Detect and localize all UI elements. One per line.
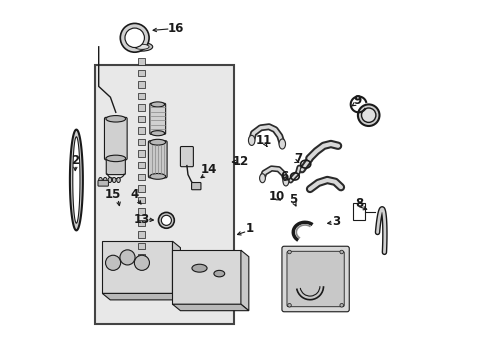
Ellipse shape — [106, 116, 125, 122]
Bar — [138, 104, 145, 111]
Ellipse shape — [161, 215, 171, 225]
FancyBboxPatch shape — [282, 246, 348, 312]
Text: 6: 6 — [280, 170, 287, 183]
FancyBboxPatch shape — [98, 180, 108, 186]
Ellipse shape — [99, 177, 102, 183]
Bar — [138, 231, 145, 238]
Bar — [138, 150, 145, 157]
Ellipse shape — [134, 255, 149, 270]
Text: 16: 16 — [167, 22, 184, 35]
Bar — [138, 197, 145, 203]
Ellipse shape — [248, 135, 254, 145]
Bar — [138, 70, 145, 76]
Ellipse shape — [103, 177, 107, 183]
Text: 1: 1 — [245, 222, 253, 235]
Text: 8: 8 — [355, 197, 363, 210]
Bar — [138, 254, 145, 261]
Polygon shape — [102, 241, 172, 293]
Text: 10: 10 — [268, 190, 285, 203]
Ellipse shape — [120, 250, 135, 265]
Text: 4: 4 — [130, 188, 139, 201]
Ellipse shape — [287, 250, 291, 254]
FancyBboxPatch shape — [148, 141, 167, 178]
Bar — [138, 81, 145, 88]
Ellipse shape — [279, 139, 285, 149]
Bar — [138, 127, 145, 134]
Text: 9: 9 — [353, 94, 361, 107]
Text: 5: 5 — [288, 193, 297, 206]
FancyBboxPatch shape — [106, 158, 125, 175]
Ellipse shape — [213, 270, 224, 277]
FancyBboxPatch shape — [286, 251, 344, 307]
FancyBboxPatch shape — [180, 147, 193, 167]
Ellipse shape — [192, 264, 206, 272]
Ellipse shape — [112, 177, 116, 183]
Ellipse shape — [131, 42, 152, 51]
Ellipse shape — [120, 23, 149, 52]
Ellipse shape — [149, 174, 165, 179]
Ellipse shape — [151, 102, 164, 107]
Text: 14: 14 — [200, 163, 216, 176]
Ellipse shape — [125, 28, 144, 48]
Polygon shape — [73, 137, 80, 223]
Ellipse shape — [151, 131, 164, 136]
Bar — [138, 208, 145, 215]
Text: 7: 7 — [294, 152, 302, 165]
Polygon shape — [172, 250, 241, 304]
Bar — [138, 139, 145, 145]
Bar — [138, 243, 145, 249]
Bar — [138, 220, 145, 226]
Bar — [138, 93, 145, 99]
Bar — [138, 162, 145, 168]
Ellipse shape — [339, 250, 343, 254]
Text: 2: 2 — [71, 154, 79, 167]
Bar — [352, 203, 365, 220]
Ellipse shape — [149, 139, 165, 145]
Text: 13: 13 — [134, 213, 150, 226]
Ellipse shape — [259, 174, 265, 183]
Bar — [138, 185, 145, 192]
Ellipse shape — [287, 303, 291, 307]
Polygon shape — [172, 304, 248, 311]
Text: 11: 11 — [256, 134, 272, 147]
Bar — [138, 116, 145, 122]
Ellipse shape — [158, 212, 174, 228]
Ellipse shape — [283, 177, 288, 186]
Ellipse shape — [134, 44, 149, 49]
Polygon shape — [241, 250, 248, 311]
FancyBboxPatch shape — [149, 103, 165, 134]
FancyBboxPatch shape — [191, 183, 201, 190]
Ellipse shape — [361, 108, 375, 122]
Ellipse shape — [105, 255, 121, 270]
Polygon shape — [102, 293, 180, 300]
Ellipse shape — [106, 155, 125, 162]
Ellipse shape — [357, 104, 379, 126]
Ellipse shape — [117, 177, 120, 183]
Ellipse shape — [108, 177, 111, 183]
Bar — [138, 58, 145, 65]
Polygon shape — [70, 130, 82, 230]
FancyBboxPatch shape — [104, 117, 127, 160]
Polygon shape — [172, 241, 180, 300]
Bar — [95, 65, 233, 324]
Bar — [138, 174, 145, 180]
Text: 15: 15 — [105, 188, 121, 201]
Text: 3: 3 — [331, 215, 340, 228]
Ellipse shape — [356, 96, 359, 99]
Ellipse shape — [339, 303, 343, 307]
Text: 12: 12 — [232, 156, 248, 168]
